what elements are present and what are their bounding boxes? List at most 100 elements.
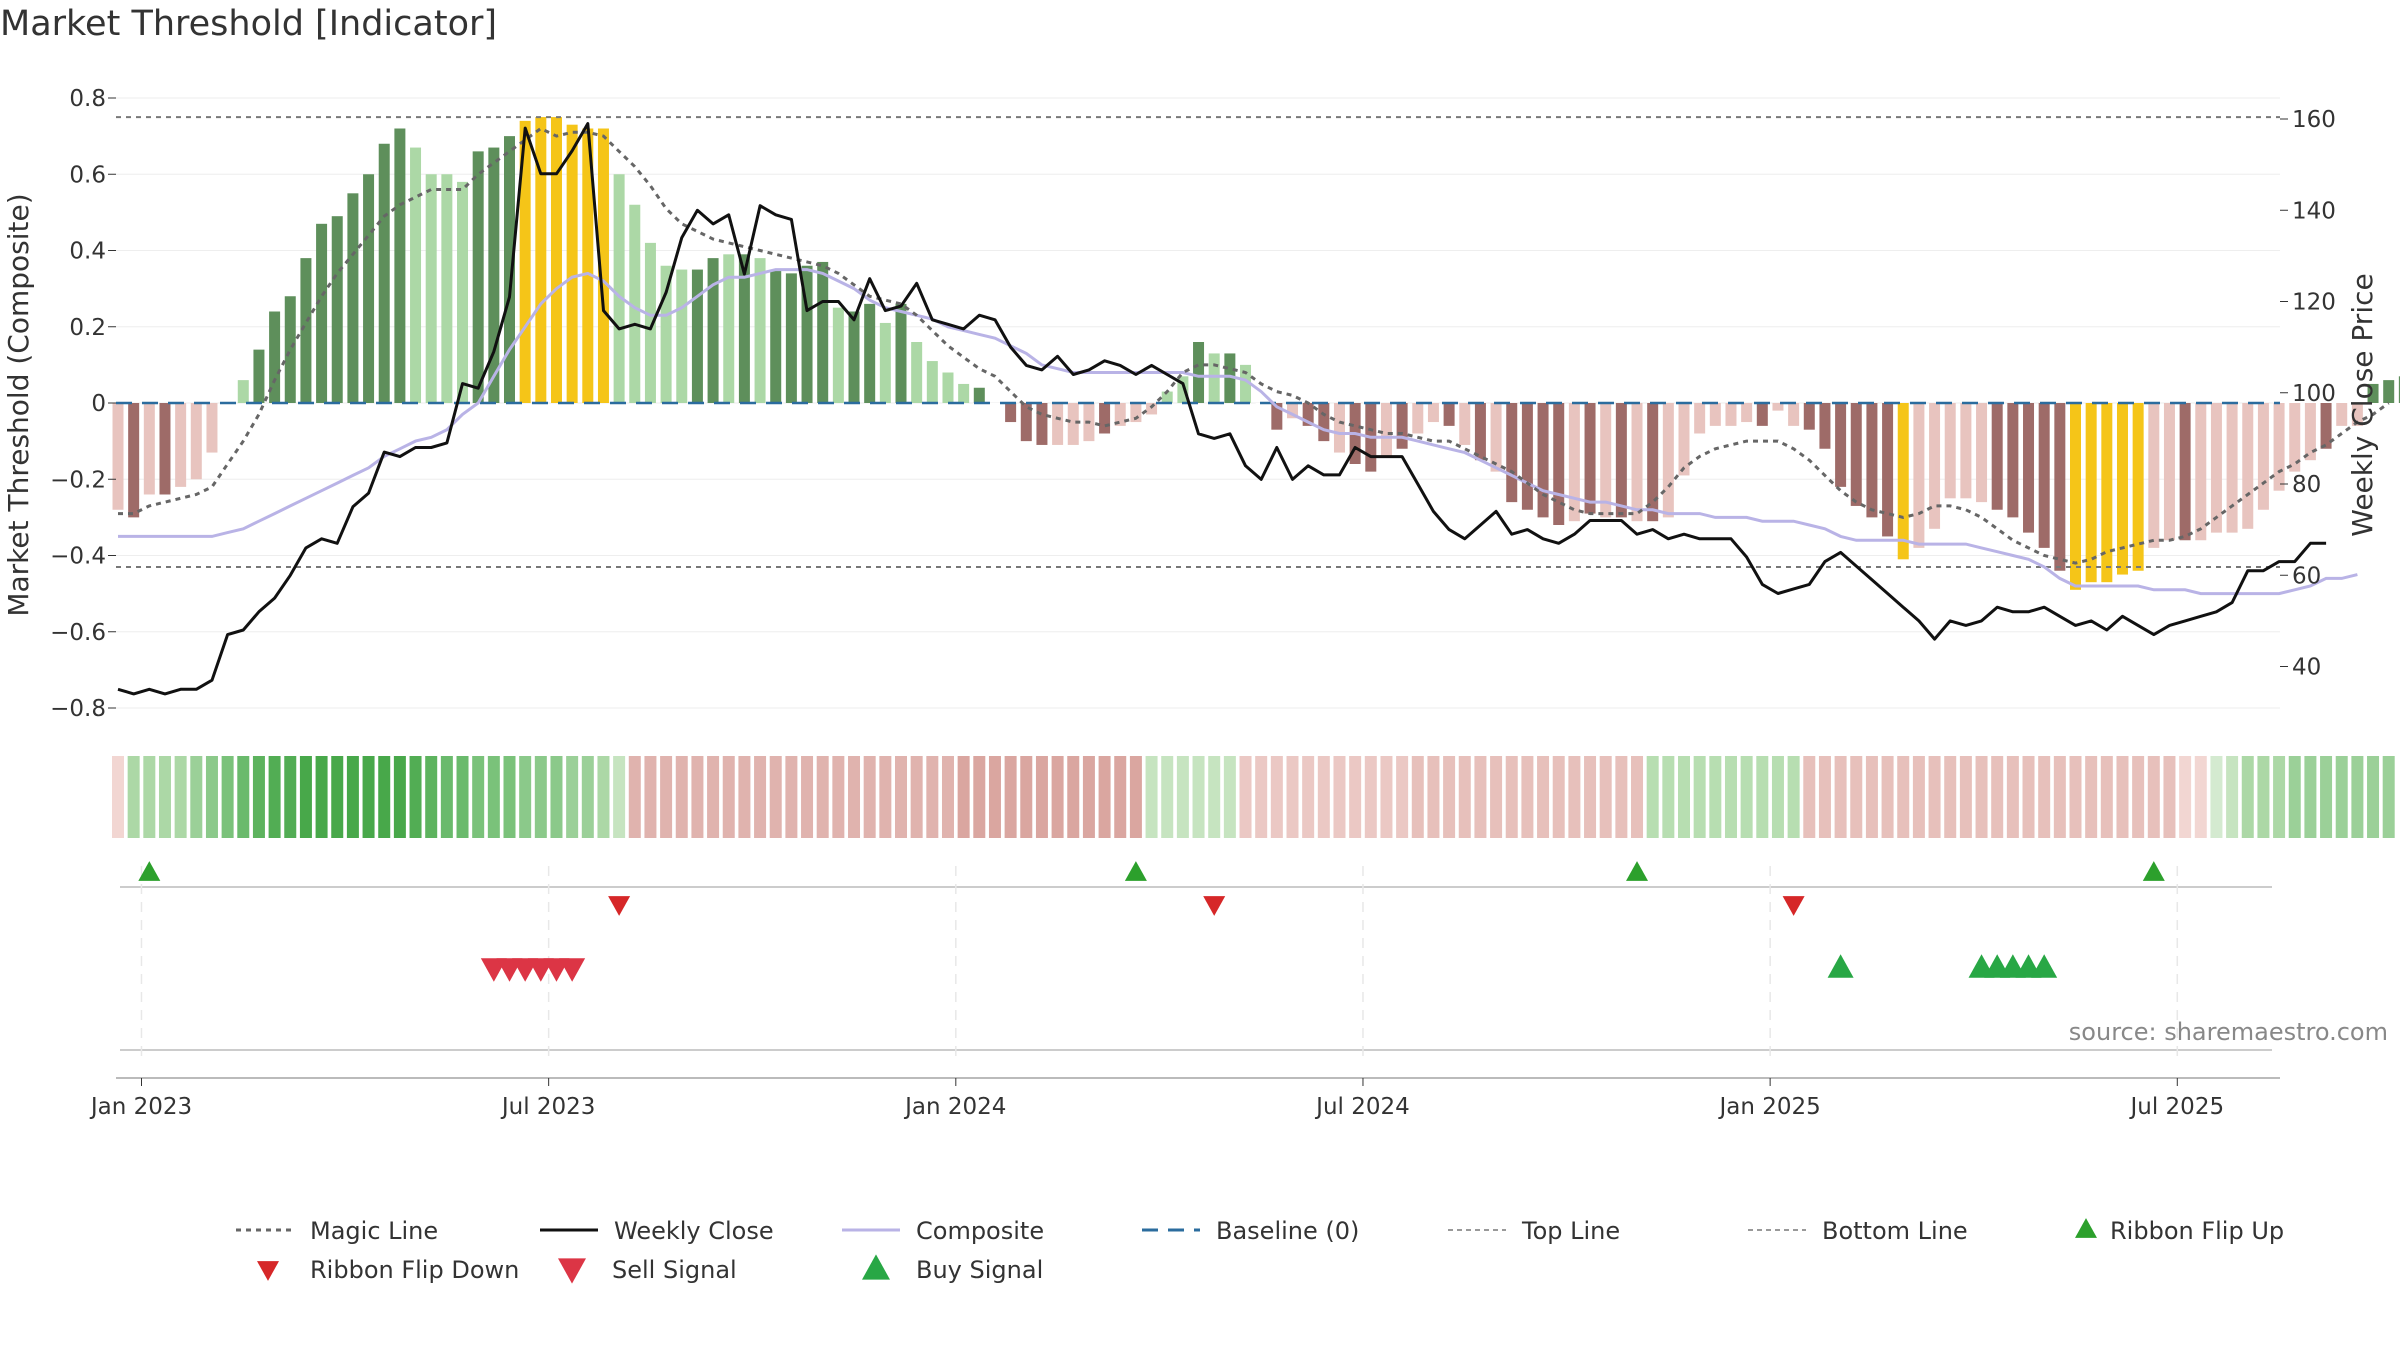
ribbon-cell [440, 756, 453, 838]
composite-bar [378, 143, 390, 403]
ribbon-cell [362, 756, 375, 838]
composite-bar [895, 303, 907, 403]
y-left-tick-label: 0.4 [69, 239, 106, 265]
ribbon-cell [895, 756, 907, 838]
ribbon-cell [205, 756, 218, 838]
composite-bar [331, 216, 343, 403]
ribbon-cell [2038, 756, 2051, 838]
ribbon-cell [1129, 756, 1142, 838]
y-left-tick-label: 0.2 [69, 315, 106, 341]
ribbon-cell [425, 756, 438, 838]
ribbon-cell [644, 756, 657, 838]
composite-bar [1193, 342, 1205, 403]
ribbon-cell [738, 756, 751, 838]
composite-bar [1756, 403, 1768, 426]
legend-label: Magic Line [310, 1217, 438, 1245]
ribbon-cell [550, 756, 563, 838]
composite-bar [1443, 403, 1455, 426]
ribbon-cell [2132, 756, 2145, 838]
legend-label: Ribbon Flip Up [2110, 1217, 2284, 1245]
composite-bar [989, 403, 1001, 404]
composite-bar [190, 403, 202, 480]
composite-bar [1615, 403, 1627, 518]
ribbon-cell [315, 756, 328, 838]
legend-item: Top Line [1448, 1217, 1620, 1245]
ribbon-cell [2351, 756, 2364, 838]
y-left-tick-label: −0.6 [50, 620, 106, 646]
composite-bar [410, 147, 422, 403]
composite-bar [2148, 403, 2160, 548]
legend-item: Composite [842, 1217, 1044, 1245]
ribbon-cell [112, 756, 124, 838]
composite-bar [1819, 403, 1831, 449]
composite-bar [613, 174, 625, 403]
composite-bar [848, 311, 860, 403]
composite-bar [2336, 403, 2348, 426]
reference-lines [116, 116, 2280, 568]
composite-bar [1271, 403, 1283, 430]
y-left-axis-title: Market Threshold (Composite) [2, 193, 35, 616]
ribbon-cell [1756, 756, 1769, 838]
composite-bar [1772, 403, 1784, 411]
legend-label: Baseline (0) [1216, 1217, 1359, 1245]
composite-bar [1897, 403, 1909, 560]
ribbon-cell [1302, 756, 1315, 838]
ribbon-cell [1912, 756, 1925, 838]
ribbon-cell [1568, 756, 1581, 838]
ribbon-cell [2304, 756, 2317, 838]
composite-bar [1850, 403, 1862, 506]
ribbon-cell [910, 756, 923, 838]
composite-bar [2054, 403, 2066, 571]
legend-swatch [257, 1261, 279, 1281]
composite-bar [284, 296, 296, 403]
ribbon-flip-down-marker [608, 896, 631, 916]
composite-bar [1490, 403, 1502, 472]
composite-bar [1537, 403, 1549, 518]
composite-bar [738, 254, 750, 403]
ribbon-cell [252, 756, 265, 838]
ribbon-cell [879, 756, 892, 838]
ribbon-cell [299, 756, 312, 838]
ribbon-cell [221, 756, 234, 838]
legend-item: Weekly Close [540, 1217, 774, 1245]
ribbon-cell [1411, 756, 1424, 838]
ribbon-strip [112, 756, 2395, 838]
ribbon-cell [2053, 756, 2066, 838]
ribbon-cell [2163, 756, 2176, 838]
ribbon-cell [1208, 756, 1221, 838]
composite-bar [644, 242, 656, 403]
composite-bar [629, 204, 641, 403]
ribbon-cell [534, 756, 547, 838]
ribbon-cell [1850, 756, 1863, 838]
ribbon-cell [1349, 756, 1362, 838]
composite-bar [1302, 403, 1314, 426]
x-tick-label: Jan 2023 [89, 1094, 192, 1120]
composite-bar [2132, 403, 2144, 571]
composite-bar [770, 269, 782, 403]
ribbon-cell [1114, 756, 1127, 838]
composite-bar [2163, 403, 2175, 541]
composite-bar [1835, 403, 1847, 487]
ribbon-cell [1239, 756, 1252, 838]
composite-bar [2273, 403, 2285, 491]
x-tick-label: Jan 2024 [903, 1094, 1006, 1120]
ribbon-cell [785, 756, 798, 838]
composite-bar [582, 128, 594, 403]
ribbon-cell [1897, 756, 1910, 838]
ribbon-cell [503, 756, 516, 838]
composite-bar [1036, 403, 1048, 445]
composite-bar [535, 117, 547, 403]
composite-bar [973, 387, 985, 403]
ribbon-cell [1944, 756, 1957, 838]
ribbon-cell [409, 756, 422, 838]
legend-label: Ribbon Flip Down [310, 1256, 519, 1284]
x-axis: Jan 2023 Jul 2023 Jan 2024 Jul 2024 Jan 2025… [89, 1078, 2224, 1120]
composite-bar [911, 342, 923, 403]
composite-bar [1803, 403, 1815, 430]
ribbon-cell [926, 756, 939, 838]
composite-bar [817, 261, 829, 403]
ribbon-cell [1928, 756, 1941, 838]
ribbon-cell [957, 756, 970, 838]
legend-swatch [558, 1258, 586, 1284]
ribbon-cell [2367, 756, 2380, 838]
